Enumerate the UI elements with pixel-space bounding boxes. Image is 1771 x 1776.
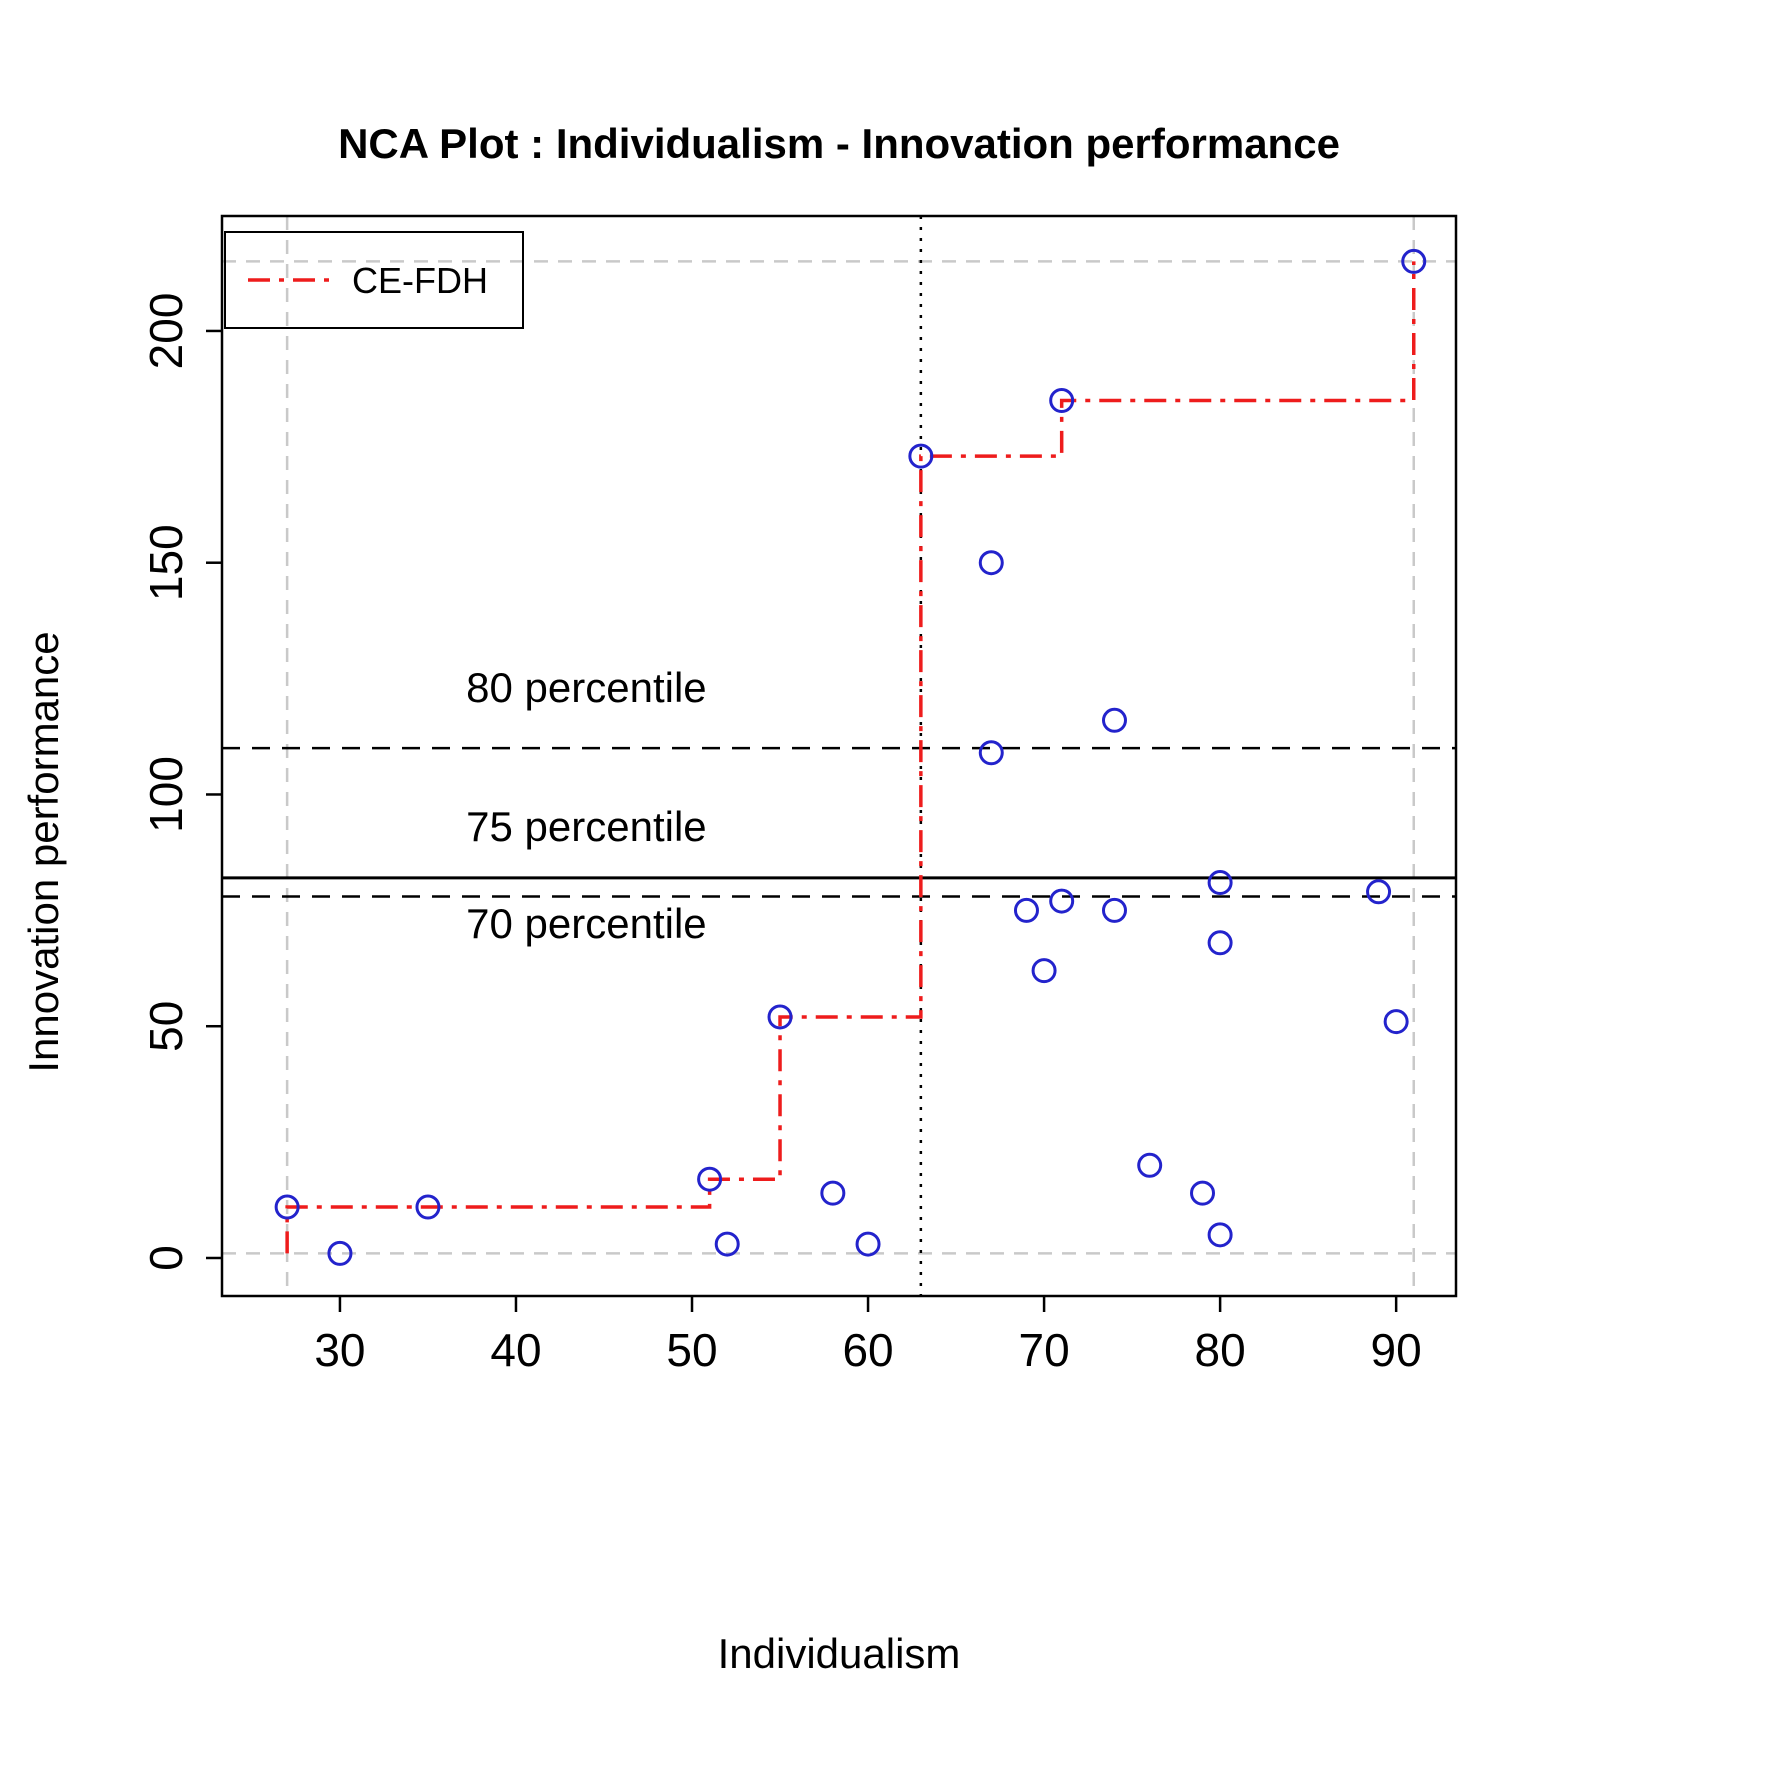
data-point xyxy=(1207,870,1233,896)
data-point xyxy=(1049,888,1075,914)
y-tick-label: 100 xyxy=(140,756,192,833)
data-point xyxy=(855,1231,881,1257)
ceiling-line xyxy=(285,261,1416,1254)
data-point xyxy=(327,1240,353,1266)
data-point xyxy=(274,1194,300,1220)
data-point xyxy=(1101,897,1127,923)
plot-title: NCA Plot : Individualism - Innovation pe… xyxy=(338,120,1340,167)
data-point xyxy=(978,740,1004,766)
y-tick-label: 0 xyxy=(140,1245,192,1271)
data-point xyxy=(1013,897,1039,923)
data-point xyxy=(1101,707,1127,733)
percentile-label: 75 percentile xyxy=(466,803,707,850)
x-tick-label: 40 xyxy=(490,1324,541,1376)
x-tick-label: 50 xyxy=(666,1324,717,1376)
x-axis-label: Individualism xyxy=(718,1630,961,1677)
y-tick-label: 150 xyxy=(140,524,192,601)
x-tick-label: 60 xyxy=(842,1324,893,1376)
legend-box xyxy=(224,231,524,329)
legend-label: CE-FDH xyxy=(352,260,488,301)
percentile-label: 70 percentile xyxy=(466,900,707,947)
x-tick-label: 30 xyxy=(314,1324,365,1376)
data-point xyxy=(697,1166,723,1192)
x-tick-label: 80 xyxy=(1195,1324,1246,1376)
data-point xyxy=(714,1231,740,1257)
data-point xyxy=(1190,1180,1216,1206)
data-point xyxy=(978,550,1004,576)
legend: CE-FDH xyxy=(224,231,524,329)
plot-box xyxy=(220,214,1458,1298)
data-point xyxy=(1207,1222,1233,1248)
percentile-label: 80 percentile xyxy=(466,664,707,711)
data-point xyxy=(1207,930,1233,956)
data-point xyxy=(1137,1152,1163,1178)
data-point xyxy=(415,1194,441,1220)
data-point xyxy=(1383,1009,1409,1035)
data-point xyxy=(820,1180,846,1206)
data-point xyxy=(767,1004,793,1030)
y-axis-label: Innovation performance xyxy=(20,631,67,1072)
data-point xyxy=(1049,387,1075,413)
x-tick-label: 70 xyxy=(1018,1324,1069,1376)
data-point xyxy=(1366,879,1392,905)
data-point xyxy=(1031,958,1057,984)
chart-layer: 80 percentile 75 percentile 70 percentile 3… xyxy=(140,214,1458,1376)
data-point xyxy=(908,443,934,469)
x-tick-label: 90 xyxy=(1371,1324,1422,1376)
y-tick-label: 50 xyxy=(140,1001,192,1052)
data-point xyxy=(1401,248,1427,274)
y-tick-label: 200 xyxy=(140,293,192,370)
